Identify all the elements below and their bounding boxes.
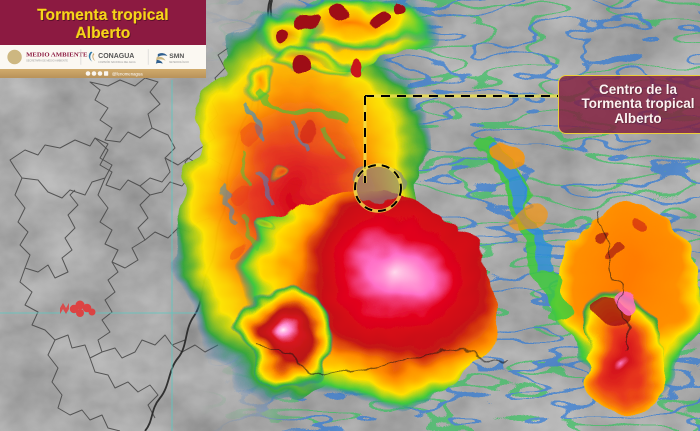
svg-text:SECRETARÍA DE MEDIO AMBIENTE: SECRETARÍA DE MEDIO AMBIENTE	[26, 59, 68, 62]
svg-text:COMISIÓN NACIONAL DEL AGUA: COMISIÓN NACIONAL DEL AGUA	[98, 61, 136, 64]
svg-text:@fenomenagua: @fenomenagua	[112, 71, 143, 76]
svg-text:SMN: SMN	[169, 53, 184, 60]
svg-text:CONAGUA: CONAGUA	[98, 53, 134, 60]
svg-text:METEOROLÓGICO: METEOROLÓGICO	[169, 61, 189, 64]
svg-text:MEDIO AMBIENTE: MEDIO AMBIENTE	[26, 52, 88, 59]
